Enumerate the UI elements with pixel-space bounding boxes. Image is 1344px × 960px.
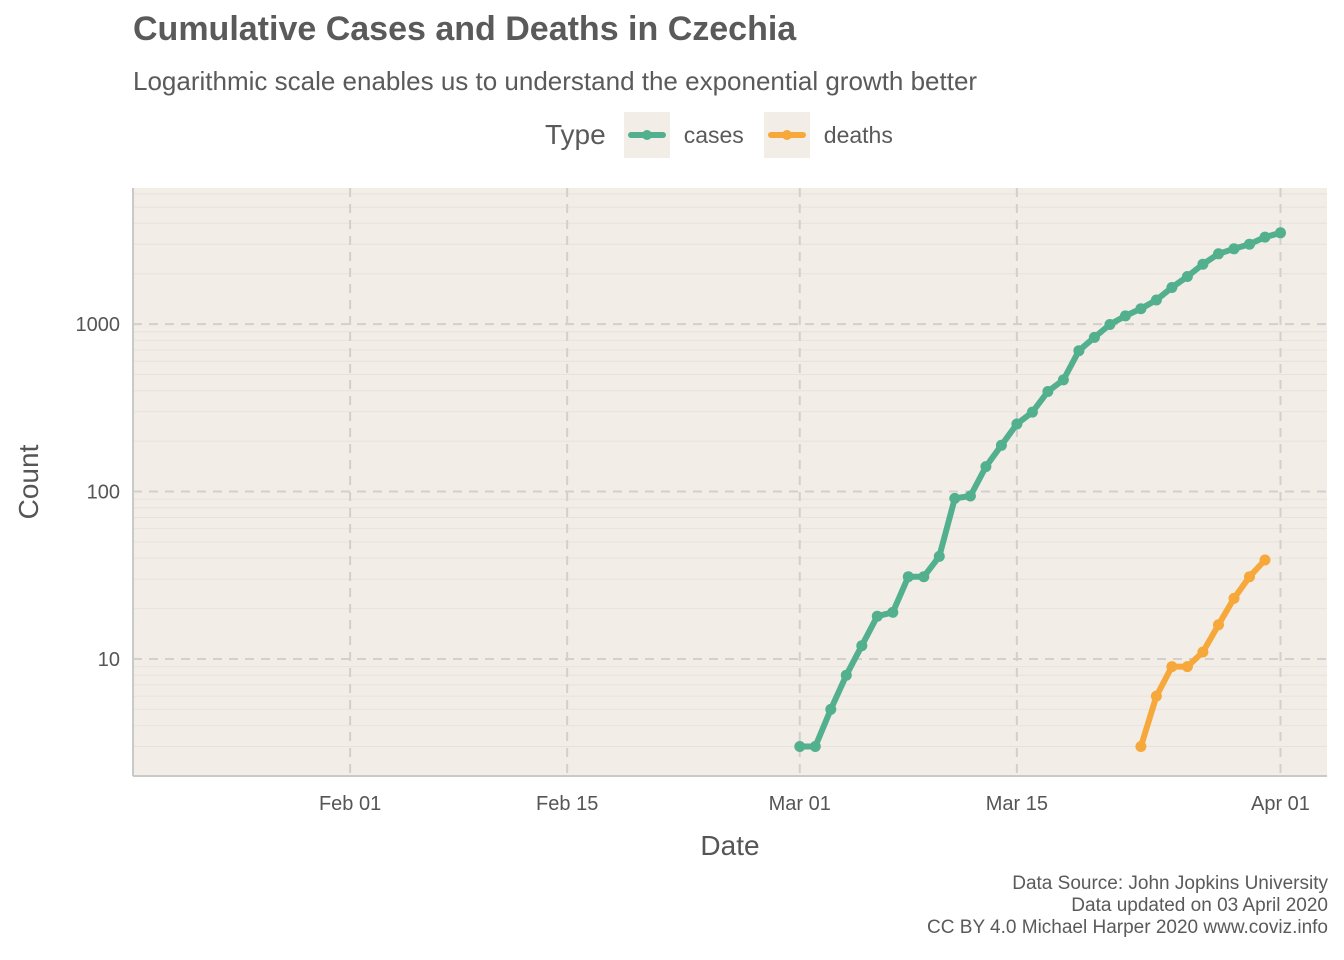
data-point-deaths xyxy=(1228,592,1240,604)
data-point-cases xyxy=(1228,243,1240,255)
data-point-cases xyxy=(1088,331,1100,343)
data-point-cases xyxy=(794,741,806,752)
chart-title: Cumulative Cases and Deaths in Czechia xyxy=(133,10,797,48)
data-point-deaths xyxy=(1244,571,1255,583)
data-point-cases xyxy=(964,490,976,502)
data-point-deaths xyxy=(1166,661,1178,673)
data-point-cases xyxy=(825,703,837,715)
legend: Type cases deaths xyxy=(545,112,913,158)
data-point-cases xyxy=(840,669,852,681)
legend-title: Type xyxy=(545,119,606,150)
data-point-cases xyxy=(1057,374,1069,386)
x-tick-label: Apr 01 xyxy=(1251,793,1310,815)
x-tick-label: Mar 01 xyxy=(769,793,831,815)
data-point-cases xyxy=(1135,303,1147,315)
series-layer xyxy=(794,227,1286,752)
caption: Data Source: John Jopkins University Dat… xyxy=(927,873,1328,939)
y-axis-title: Count xyxy=(13,444,44,519)
data-point-cases xyxy=(1244,238,1255,250)
legend-key-cases xyxy=(623,112,670,158)
data-point-cases xyxy=(1042,386,1054,397)
caption-source: Data Source: John Jopkins University xyxy=(1012,873,1328,894)
chart-subtitle: Logarithmic scale enables us to understa… xyxy=(133,66,978,96)
data-point-cases xyxy=(1073,345,1085,357)
data-point-cases xyxy=(1150,294,1162,306)
data-point-cases xyxy=(1197,258,1209,270)
data-point-cases xyxy=(995,439,1007,451)
data-point-cases xyxy=(1104,319,1116,330)
legend-key-deaths xyxy=(763,112,810,158)
minor-grid xyxy=(133,193,1327,748)
x-tick-label: Feb 15 xyxy=(536,793,598,815)
data-point-deaths xyxy=(1259,554,1271,566)
data-point-cases xyxy=(902,571,914,583)
data-point-cases xyxy=(1119,310,1131,322)
caption-license: CC BY 4.0 Michael Harper 2020 www.coviz.… xyxy=(927,917,1328,938)
data-point-cases xyxy=(856,640,868,652)
data-point-cases xyxy=(980,461,992,473)
data-point-cases xyxy=(1026,406,1038,418)
data-point-cases xyxy=(918,571,930,583)
caption-updated: Data updated on 03 April 2020 xyxy=(1071,895,1328,916)
data-point-deaths xyxy=(1135,741,1147,752)
data-point-cases xyxy=(1011,418,1023,430)
data-point-cases xyxy=(1275,227,1286,239)
y-tick-label: 10 xyxy=(98,649,120,671)
data-point-deaths xyxy=(1181,661,1193,673)
data-point-cases xyxy=(949,492,961,504)
legend-label-cases: cases xyxy=(683,121,744,148)
y-tick-label: 1000 xyxy=(76,314,121,336)
data-point-cases xyxy=(1166,282,1178,293)
data-point-cases xyxy=(1181,271,1193,282)
legend-label-deaths: deaths xyxy=(823,121,893,148)
y-tick-label: 100 xyxy=(87,482,120,504)
data-point-cases xyxy=(1213,248,1224,260)
data-point-cases xyxy=(871,610,883,622)
data-point-deaths xyxy=(1197,646,1209,658)
major-grid xyxy=(133,188,1327,776)
data-point-deaths xyxy=(1213,619,1224,631)
x-tick-label: Feb 01 xyxy=(319,793,381,815)
x-axis-title: Date xyxy=(700,830,759,861)
data-point-deaths xyxy=(1150,690,1162,702)
plot-panel xyxy=(133,188,1327,776)
tick-layer: 10 100 1000 Feb 01 Feb 15 Mar 01 Mar 15 Apr 01 xyxy=(76,314,1310,815)
data-point-cases xyxy=(809,741,821,752)
data-point-cases xyxy=(887,606,899,618)
x-tick-label: Mar 15 xyxy=(986,793,1048,815)
data-point-cases xyxy=(1259,231,1271,243)
data-point-cases xyxy=(933,550,945,562)
